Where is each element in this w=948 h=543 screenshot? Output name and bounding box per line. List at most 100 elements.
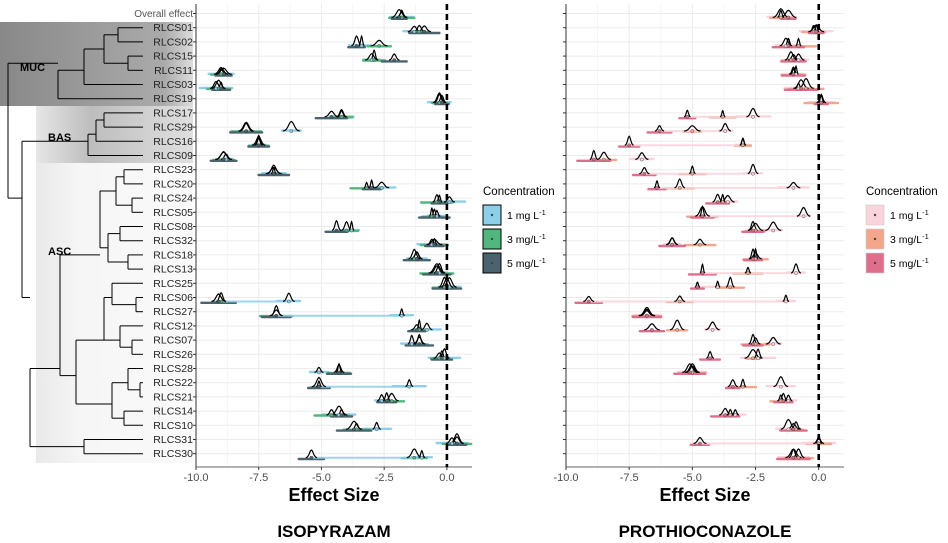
data-point xyxy=(244,129,248,133)
data-point xyxy=(409,342,414,346)
density-ridge xyxy=(640,309,654,317)
data-point xyxy=(655,186,659,190)
data-point xyxy=(221,72,226,77)
x-tick-label: -5.0 xyxy=(312,472,331,484)
data-point xyxy=(274,313,279,318)
data-point xyxy=(412,29,417,34)
legend-swatch-dot xyxy=(490,261,494,265)
data-point xyxy=(435,271,439,275)
density-ridge xyxy=(790,262,802,274)
density-ridge xyxy=(749,252,762,260)
data-point xyxy=(677,299,682,304)
data-point xyxy=(786,15,791,20)
density-ridge xyxy=(682,363,698,373)
density-ridge xyxy=(314,366,324,373)
data-point xyxy=(344,228,349,233)
data-point xyxy=(723,129,728,133)
data-point xyxy=(751,171,755,176)
density-ridge xyxy=(818,93,825,104)
legend-label: 5 mg/L-1 xyxy=(507,256,546,270)
legend-swatch-dot xyxy=(873,237,877,241)
data-point xyxy=(715,200,720,204)
density-ridge xyxy=(438,276,451,288)
data-point xyxy=(677,186,682,190)
density-ridge xyxy=(391,8,408,18)
density-ridge xyxy=(589,149,598,160)
density-ridge xyxy=(693,436,707,444)
row-label: RLCS09 xyxy=(153,150,193,162)
row-label: RLCS27 xyxy=(153,306,193,318)
data-point xyxy=(688,370,692,375)
density-ridge xyxy=(765,336,781,345)
data-point xyxy=(796,44,801,48)
x-axis-title: Effect Size xyxy=(659,485,750,505)
data-point xyxy=(751,228,755,233)
density-ridge xyxy=(674,178,686,189)
data-point xyxy=(675,328,680,332)
data-point xyxy=(440,356,444,361)
density-ridge xyxy=(337,109,346,118)
data-point xyxy=(392,58,397,62)
data-point xyxy=(720,200,725,204)
density-ridge xyxy=(398,307,405,317)
density-ridge xyxy=(282,120,300,132)
density-ridge xyxy=(644,323,660,331)
density-ridge xyxy=(215,67,232,75)
data-point xyxy=(779,384,783,389)
data-point xyxy=(339,413,344,417)
density-ridge xyxy=(795,37,802,47)
data-point xyxy=(645,313,649,318)
density-ridge xyxy=(443,196,455,203)
density-ridge xyxy=(405,378,414,388)
row-label: RLCS14 xyxy=(153,406,193,418)
data-marks xyxy=(198,8,473,461)
data-point xyxy=(796,455,801,460)
data-point xyxy=(657,129,662,133)
clade-label-bas: BAS xyxy=(48,132,71,144)
clade-shading xyxy=(0,22,193,463)
density-ridge xyxy=(693,238,707,246)
density-ridge xyxy=(688,165,696,175)
density-ridge xyxy=(669,319,685,331)
row-label: RLCS07 xyxy=(153,335,193,347)
density-ridge xyxy=(583,295,595,302)
data-point xyxy=(741,143,745,148)
row-label-overall: Overall effect xyxy=(134,9,193,20)
data-point xyxy=(379,186,384,190)
density-ridge xyxy=(816,95,827,104)
data-point xyxy=(725,200,730,204)
density-ridge xyxy=(683,109,691,118)
density-ridge xyxy=(374,181,390,189)
data-point xyxy=(784,299,788,304)
data-point xyxy=(627,143,631,148)
density-ridge xyxy=(365,52,379,61)
plot-background xyxy=(566,4,844,467)
row-labels: Overall effect RLCS01 RLCS02 RLCS15 RLCS11 RL… xyxy=(134,9,193,460)
clade-asc-shade xyxy=(36,163,193,463)
density-ridge xyxy=(407,334,416,345)
data-point xyxy=(791,455,796,460)
data-point xyxy=(781,399,786,403)
row-label: RLCS03 xyxy=(153,79,193,91)
density-ridge xyxy=(372,421,381,430)
data-point xyxy=(399,313,404,318)
data-point xyxy=(216,299,221,304)
density-ridge xyxy=(428,262,446,274)
density-ridge xyxy=(744,266,752,274)
density-ridge xyxy=(639,166,650,175)
density-ridge xyxy=(305,449,318,459)
row-label: RLCS11 xyxy=(154,65,193,77)
row-label: RLCS16 xyxy=(153,136,193,148)
row-label: RLCS22 xyxy=(153,377,193,389)
data-point xyxy=(417,29,422,34)
density-ridge xyxy=(719,122,732,132)
data-point xyxy=(359,44,364,48)
density-ridge xyxy=(712,193,723,203)
row-label: RLCS30 xyxy=(153,448,193,460)
legend-title: Concentration xyxy=(866,186,938,198)
data-point xyxy=(814,29,819,34)
row-label: RLCS26 xyxy=(153,349,193,361)
density-ridge xyxy=(684,362,700,373)
data-point xyxy=(437,200,442,204)
data-point xyxy=(700,214,705,219)
